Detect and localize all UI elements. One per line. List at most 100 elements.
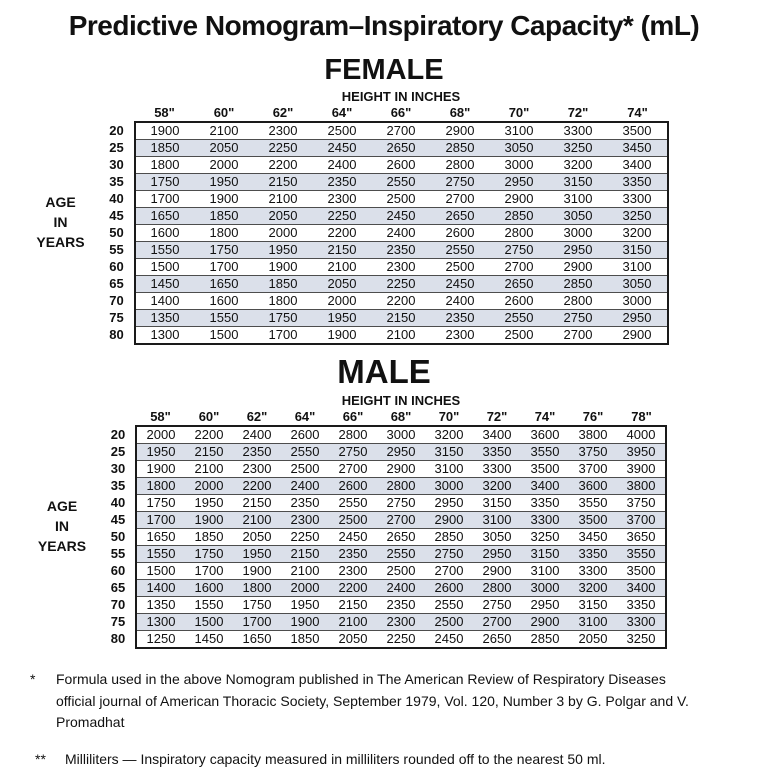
capacity-cell: 1800 bbox=[253, 292, 313, 310]
capacity-cell: 3450 bbox=[569, 528, 617, 546]
capacity-cell: 2800 bbox=[329, 425, 377, 444]
table-row: 30 1900 2100 2300 2500 2700 2900 3100 3300 3500 37… bbox=[101, 460, 667, 478]
capacity-cell: 3100 bbox=[473, 511, 521, 529]
height-column-header: 74" bbox=[627, 105, 648, 120]
capacity-cell: 2100 bbox=[194, 121, 254, 140]
age-row-label: 35 bbox=[109, 174, 124, 189]
capacity-cell: 1850 bbox=[194, 207, 254, 225]
age-row-label: 20 bbox=[109, 122, 124, 138]
capacity-cell: 3150 bbox=[473, 494, 521, 512]
capacity-cell: 1950 bbox=[233, 545, 281, 563]
height-column-header: 62" bbox=[246, 409, 268, 424]
capacity-cell: 2950 bbox=[489, 173, 549, 191]
capacity-cell: 2300 bbox=[371, 258, 431, 276]
capacity-cell: 3800 bbox=[569, 425, 617, 444]
capacity-cell: 3100 bbox=[569, 613, 617, 631]
capacity-cell: 3200 bbox=[425, 425, 473, 444]
age-row-label: 65 bbox=[109, 276, 124, 291]
age-row-label: 25 bbox=[109, 140, 124, 155]
capacity-cell: 2300 bbox=[233, 460, 281, 478]
footnote-text: Formula used in the above Nomogram publi… bbox=[56, 671, 689, 731]
capacity-cell: 2300 bbox=[329, 562, 377, 580]
capacity-cell: 1950 bbox=[312, 309, 372, 327]
height-column-header: 76" bbox=[582, 409, 604, 424]
capacity-cell: 1300 bbox=[133, 326, 195, 345]
capacity-cell: 2600 bbox=[329, 477, 377, 495]
age-column-spacer bbox=[101, 409, 136, 426]
age-column-spacer bbox=[101, 393, 136, 409]
capacity-cell: 1900 bbox=[133, 121, 195, 140]
age-row-label: 30 bbox=[110, 461, 126, 476]
capacity-cell: 2350 bbox=[430, 309, 490, 327]
capacity-cell: 1550 bbox=[135, 545, 185, 563]
capacity-cell: 3000 bbox=[489, 156, 549, 174]
capacity-cell: 2850 bbox=[489, 207, 549, 225]
capacity-cell: 1700 bbox=[233, 613, 281, 631]
table-row: 60 1500 1700 1900 2100 2300 2500 2700 2900 3100 bbox=[100, 258, 669, 276]
height-column-header: 64" bbox=[294, 409, 316, 424]
footnote-milliliters: ** Milliliters — Inspiratory capacity me… bbox=[30, 749, 710, 768]
capacity-cell: 2300 bbox=[430, 326, 490, 345]
capacity-cell: 2800 bbox=[548, 292, 608, 310]
capacity-cell: 1750 bbox=[233, 596, 281, 614]
height-column-header: 70" bbox=[508, 105, 530, 120]
capacity-cell: 2000 bbox=[135, 425, 185, 444]
table-row: 65 1450 1650 1850 2050 2250 2450 2650 2850 3050 bbox=[100, 275, 669, 293]
capacity-cell: 1800 bbox=[194, 224, 254, 242]
capacity-cell: 3200 bbox=[473, 477, 521, 495]
capacity-cell: 3300 bbox=[607, 190, 669, 208]
capacity-cell: 2750 bbox=[489, 241, 549, 259]
height-column-header: 62" bbox=[272, 105, 294, 120]
capacity-cell: 2950 bbox=[425, 494, 473, 512]
capacity-cell: 1900 bbox=[253, 258, 313, 276]
capacity-cell: 3250 bbox=[617, 630, 667, 649]
capacity-cell: 2150 bbox=[312, 241, 372, 259]
table-row: 55 1550 1750 1950 2150 2350 2550 2750 2950 3150 bbox=[100, 241, 669, 259]
capacity-cell: 2100 bbox=[253, 190, 313, 208]
capacity-cell: 1700 bbox=[253, 326, 313, 345]
capacity-cell: 2550 bbox=[425, 596, 473, 614]
capacity-cell: 2350 bbox=[377, 596, 425, 614]
footnote-text: Milliliters — Inspiratory capacity measu… bbox=[65, 751, 606, 768]
capacity-cell: 2700 bbox=[371, 121, 431, 140]
capacity-cell: 1700 bbox=[185, 562, 233, 580]
capacity-cell: 2600 bbox=[489, 292, 549, 310]
capacity-cell: 1500 bbox=[133, 258, 195, 276]
age-row-label: 60 bbox=[109, 259, 124, 274]
capacity-cell: 1600 bbox=[185, 579, 233, 597]
capacity-cell: 2450 bbox=[425, 630, 473, 649]
capacity-cell: 2750 bbox=[473, 596, 521, 614]
capacity-cell: 2600 bbox=[281, 425, 329, 444]
capacity-cell: 2250 bbox=[312, 207, 372, 225]
capacity-cell: 1550 bbox=[133, 241, 195, 259]
capacity-cell: 2850 bbox=[521, 630, 569, 649]
capacity-cell: 1850 bbox=[185, 528, 233, 546]
capacity-cell: 3000 bbox=[548, 224, 608, 242]
page-title: Predictive Nomogram–Inspiratory Capacity… bbox=[68, 10, 700, 41]
capacity-cell: 2550 bbox=[329, 494, 377, 512]
capacity-cell: 2350 bbox=[312, 173, 372, 191]
age-column-spacer bbox=[100, 89, 135, 105]
age-row-label: 65 bbox=[110, 580, 126, 595]
table-row: 25 1950 2150 2350 2550 2750 2950 3150 3350 3550 37… bbox=[101, 443, 667, 461]
capacity-cell: 2400 bbox=[371, 224, 431, 242]
capacity-cell: 2450 bbox=[329, 528, 377, 546]
capacity-cell: 2200 bbox=[329, 579, 377, 597]
capacity-cell: 2300 bbox=[253, 121, 313, 140]
age-axis-word: IN bbox=[53, 214, 68, 231]
capacity-cell: 1650 bbox=[233, 630, 281, 649]
capacity-cell: 2050 bbox=[569, 630, 617, 649]
capacity-cell: 2400 bbox=[281, 477, 329, 495]
male-data-table: HEIGHT IN INCHES 58" 60" 62" 64" 66" 68" 70" 72"… bbox=[101, 393, 667, 649]
capacity-cell: 2250 bbox=[281, 528, 329, 546]
capacity-cell: 2050 bbox=[329, 630, 377, 649]
capacity-cell: 2100 bbox=[185, 460, 233, 478]
capacity-cell: 1550 bbox=[194, 309, 254, 327]
table-row: 50 1600 1800 2000 2200 2400 2600 2800 3000 3200 bbox=[100, 224, 669, 242]
table-row: 25 1850 2050 2250 2450 2650 2850 3050 3250 3450 bbox=[100, 139, 669, 157]
age-axis-word: AGE bbox=[45, 194, 76, 211]
height-column-header: 60" bbox=[198, 409, 220, 424]
capacity-cell: 2200 bbox=[371, 292, 431, 310]
capacity-cell: 2500 bbox=[430, 258, 490, 276]
footnotes: * Formula used in the above Nomogram pub… bbox=[30, 669, 710, 768]
